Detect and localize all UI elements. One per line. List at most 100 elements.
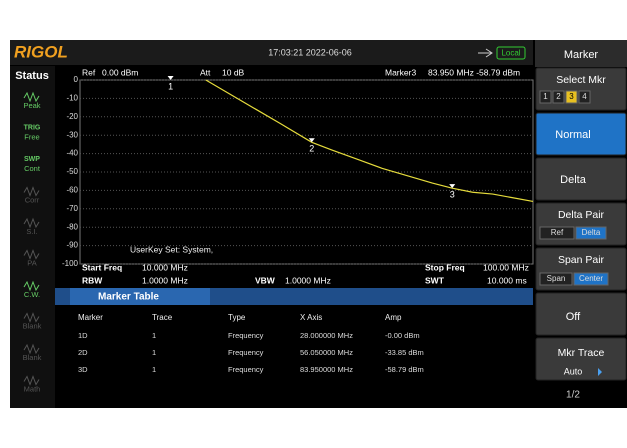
status-text: S.I. xyxy=(26,227,37,236)
status-text: PA xyxy=(27,258,36,267)
menu-option[interactable] xyxy=(575,226,607,240)
status-text: C.W. xyxy=(24,290,40,299)
table-header: X Axis xyxy=(300,313,322,322)
table-header: Amp xyxy=(385,313,402,322)
menu-option-label: Span xyxy=(547,274,566,283)
info-value: 10 dB xyxy=(222,67,245,77)
status-panel xyxy=(10,66,55,408)
table-cell: -0.00 dBm xyxy=(385,331,420,340)
info-label: Ref xyxy=(82,67,96,77)
marker-label: 1 xyxy=(168,81,173,91)
info-label: RBW xyxy=(82,275,103,285)
menu-label: Normal xyxy=(555,129,590,141)
table-cell: -33.85 dBm xyxy=(385,348,424,357)
menu-option-label: Center xyxy=(579,274,603,283)
y-tick-label: -30 xyxy=(66,130,78,139)
y-tick-label: -60 xyxy=(66,186,78,195)
y-tick-label: -70 xyxy=(66,204,78,213)
menu-label: Off xyxy=(566,311,581,323)
table-cell: 1 xyxy=(152,331,156,340)
table-cell: 1D xyxy=(78,331,88,340)
info-value: 100.00 MHz xyxy=(483,262,529,272)
trace xyxy=(205,79,534,203)
info-value: 1.0000 MHz xyxy=(285,275,331,285)
status-top: TRIG xyxy=(24,124,41,131)
y-tick-label: -100 xyxy=(62,259,79,268)
menu-header xyxy=(535,40,627,67)
table-cell: Frequency xyxy=(228,331,264,340)
table-cell: Frequency xyxy=(228,348,264,357)
menu-button[interactable] xyxy=(535,337,627,381)
marker-label: 2 xyxy=(309,144,314,154)
info-label: Att xyxy=(200,67,211,77)
status-icon xyxy=(23,280,40,292)
y-tick-label: -90 xyxy=(66,241,78,250)
table-cell: -58.79 dBm xyxy=(385,365,424,374)
marker-label: 3 xyxy=(450,190,455,200)
menu-option-label: Ref xyxy=(551,228,564,237)
menu-label: Select Mkr xyxy=(556,74,606,86)
menu-option[interactable] xyxy=(552,90,565,104)
table-header: Type xyxy=(228,313,246,322)
status-icon xyxy=(23,312,40,323)
menu-page: 1/2 xyxy=(566,390,580,401)
menu-option[interactable] xyxy=(565,90,578,104)
menu-option-label: Delta xyxy=(582,228,601,237)
status-icon xyxy=(23,91,40,103)
info-value: 10.000 ms xyxy=(487,275,527,285)
info-value: 1.0000 MHz xyxy=(142,275,188,285)
status-icon xyxy=(23,343,40,355)
status-icon xyxy=(23,217,40,229)
menu-option[interactable] xyxy=(578,90,591,104)
table-cell: 56.050000 MHz xyxy=(300,348,353,357)
status-text: Free xyxy=(24,132,39,141)
menu-button[interactable] xyxy=(535,112,627,156)
table-title: Marker Table xyxy=(98,292,159,303)
table-cell: Frequency xyxy=(228,365,264,374)
status-text: Cont xyxy=(24,164,41,173)
menu-label: Delta Pair xyxy=(558,209,605,221)
menu-button[interactable] xyxy=(535,157,627,201)
logo: RIGOL xyxy=(14,42,68,61)
menu-option[interactable] xyxy=(539,272,573,286)
info-value: 0.00 dBm xyxy=(102,67,138,77)
y-tick-label: -20 xyxy=(66,112,78,121)
y-tick-label: -80 xyxy=(66,222,78,231)
menu-label: Mkr Trace xyxy=(558,347,605,359)
menu-title: Marker xyxy=(564,49,599,61)
datetime: 17:03:21 2022-06-06 xyxy=(268,47,352,57)
status-top: SWP xyxy=(24,156,40,163)
status-text: Blank xyxy=(23,321,42,330)
menu-option-label: 1 xyxy=(543,92,548,101)
y-tick-label: -50 xyxy=(66,167,78,176)
screen-bg xyxy=(10,40,627,408)
table-cell: 28.000000 MHz xyxy=(300,331,353,340)
table-header: Marker xyxy=(78,313,103,322)
table-cell: 1 xyxy=(152,348,156,357)
info-label: VBW xyxy=(255,275,276,285)
menu-option[interactable] xyxy=(539,90,552,104)
menu-option-label: 2 xyxy=(556,92,561,101)
status-icon xyxy=(23,249,40,260)
status-text: Peak xyxy=(23,101,40,110)
menu-option[interactable] xyxy=(573,272,609,286)
marker xyxy=(308,138,315,143)
menu-label: Delta xyxy=(560,174,587,186)
table-cell: 2D xyxy=(78,348,88,357)
menu-option[interactable] xyxy=(539,226,575,240)
marker xyxy=(449,184,456,189)
status-icon xyxy=(23,375,40,386)
y-tick-label: -10 xyxy=(66,94,78,103)
info-label: Start Freq xyxy=(82,262,122,272)
table-header: Trace xyxy=(152,313,173,322)
info-label: Marker3 xyxy=(385,67,416,77)
y-tick-label: -40 xyxy=(66,149,78,158)
menu-label: Span Pair xyxy=(558,254,605,266)
local-box xyxy=(496,46,526,60)
menu-button[interactable] xyxy=(535,292,627,336)
status-title: Status xyxy=(15,70,49,82)
table-cell: 1 xyxy=(152,365,156,374)
info-label: SWT xyxy=(425,275,445,285)
table-tab xyxy=(70,288,210,305)
